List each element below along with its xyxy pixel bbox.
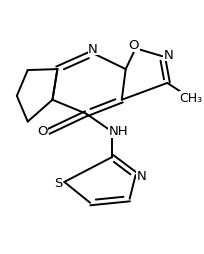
Text: CH₃: CH₃ <box>180 92 203 105</box>
Text: O: O <box>128 39 139 52</box>
Text: N: N <box>88 43 98 56</box>
Text: N: N <box>137 169 146 182</box>
Text: O: O <box>37 124 48 137</box>
Text: NH: NH <box>109 124 129 137</box>
Text: N: N <box>163 49 173 61</box>
Text: S: S <box>54 177 63 190</box>
